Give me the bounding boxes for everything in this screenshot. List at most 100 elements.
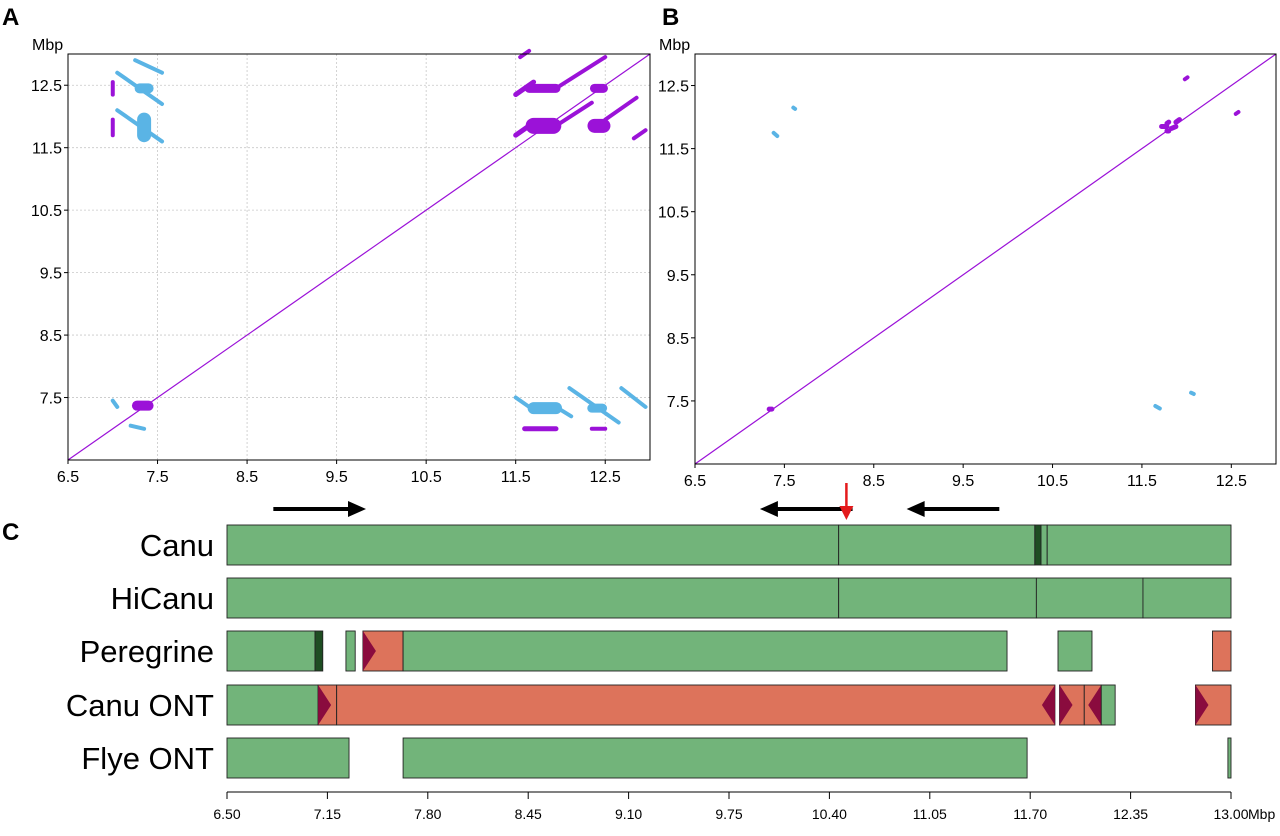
dotplot-a-ytick-label-1: 8.5 [40, 328, 62, 345]
tracks-xtick-label-4: 9.10 [615, 806, 642, 822]
dotplot-a-reverse-segment-17 [133, 58, 165, 75]
dotplot-b-ytick-label-1: 8.5 [667, 331, 689, 348]
dotplot-a-xticks: 6.5 7.5 8.5 9.5 10.5 11.5 12.5 [57, 460, 621, 486]
track-2-segment-5 [1057, 630, 1093, 672]
dotplot-b-reverse-segment-9 [771, 130, 780, 138]
track-2-segment-6 [1212, 630, 1232, 672]
track-3-segment-5 [1100, 684, 1116, 726]
dotplot-b-forward-segment-6 [1173, 117, 1182, 125]
tracks-xtick-label-5: 9.75 [715, 806, 742, 822]
tracks-xtick-label-0: 6.50 [213, 806, 240, 822]
track-1-segment-1 [838, 577, 1037, 619]
tracks-xtick-label-6: 10.40 [812, 806, 847, 822]
dotplot-a-reverse-segment-28 [110, 398, 120, 409]
assembly-tracks: Canu HiCanu Peregrine Canu ONT Flye ONT 6.50… [66, 483, 1275, 822]
track-2-segment-0 [226, 630, 316, 672]
track-0-segment-3 [1040, 524, 1048, 566]
dotplot-a-xtick-label-5: 11.5 [501, 469, 531, 486]
dotplot-a-reverse-segment-24 [553, 404, 574, 419]
track-label-canu-ont: Canu ONT [66, 688, 214, 723]
track-2-segment-3-orientation-mark [362, 631, 376, 671]
dotplot-b-ytick-label-2: 9.5 [667, 268, 689, 285]
dotplot-b-frame [694, 53, 1277, 465]
tracks-x-unit: Mbp [1248, 806, 1275, 822]
dotplot-a-forward-segment-8 [513, 123, 532, 138]
dotplot-b-forward-segment-7 [1182, 75, 1190, 82]
dotplot-b-xticks: 6.5 7.5 8.5 9.5 10.5 11.5 12.5 [684, 464, 1247, 490]
dotplot-a-ytick-label-0: 7.5 [40, 391, 62, 408]
dotplot-a-xtick-label-6: 12.5 [590, 469, 621, 486]
direction-arrow-head-1 [759, 501, 778, 517]
dotplot-b-xtick-label-4: 10.5 [1037, 473, 1068, 490]
dotplot-a-ytick-label-4: 11.5 [32, 141, 62, 158]
dotplot-a-ylabel: Mbp [32, 37, 63, 54]
dotplot-b-xtick-label-3: 9.5 [952, 473, 974, 490]
dotplot-b-forward-segment-5 [1168, 124, 1179, 131]
dotplot-a-xtick-label-4: 10.5 [411, 469, 442, 486]
track-4-segment-2 [1227, 737, 1232, 779]
track-label-flye-ont: Flye ONT [81, 741, 214, 776]
dotplot-a-yticks: 7.5 8.5 9.5 10.5 11.5 12.5 [31, 78, 68, 408]
dotplot-a-frame [67, 53, 651, 461]
dotplot-a-forward-segment-0 [67, 53, 651, 461]
tracks-xtick-label-3: 8.45 [515, 806, 542, 822]
dotplot-b-xtick-label-5: 11.5 [1127, 473, 1157, 490]
track-0-segment-0 [226, 524, 840, 566]
dotplot-b-xtick-label-6: 12.5 [1216, 473, 1247, 490]
dotplot-a-forward-segment-6 [513, 79, 537, 98]
dotplot-a-ytick-label-2: 9.5 [40, 266, 62, 283]
track-3-segment-0 [226, 684, 319, 726]
red-arrow-head [839, 506, 854, 520]
dotplot-b-yticks: 7.5 8.5 9.5 10.5 11.5 12.5 [658, 79, 695, 411]
track-4-segment-1 [402, 737, 1028, 779]
dotplot-b: 6.5 7.5 8.5 9.5 10.5 11.5 12.5 7.5 8.5 9.5 10.5 11… [658, 37, 1277, 490]
dotplot-a-reverse-segment-27 [619, 386, 648, 409]
track-3-segment-6-orientation-mark [1195, 685, 1209, 725]
track-2-segment-2 [345, 630, 356, 672]
track-label-canu: Canu [140, 528, 214, 563]
track-2-segment-1 [314, 630, 324, 672]
panel-label-a: A [2, 4, 19, 31]
track-rows: Canu HiCanu Peregrine Canu ONT Flye ONT [66, 524, 1232, 779]
dotplot-b-marks [694, 53, 1277, 465]
tracks-xtick-label-8: 11.70 [1013, 806, 1047, 822]
dotplot-b-ytick-label-0: 7.5 [667, 394, 689, 411]
track-1-segment-3 [1142, 577, 1232, 619]
dotplot-b-forward-segment-0 [694, 53, 1277, 465]
dotplot-b-xtick-label-1: 7.5 [773, 473, 795, 490]
tracks-xtick-label-10: 13.00 [1213, 806, 1248, 822]
dotplot-b-reverse-segment-12 [1189, 390, 1196, 396]
dotplot-a-forward-segment-11 [631, 128, 648, 141]
tracks-xtick-label-9: 12.35 [1113, 806, 1148, 822]
dotplot-a-xtick-label-3: 9.5 [325, 469, 347, 486]
dotplot-a: 6.5 7.5 8.5 9.5 10.5 11.5 12.5 7.5 8.5 9.5 10.5 11… [31, 37, 651, 486]
dotplot-a-reverse-segment-29 [128, 423, 147, 431]
track-3-segment-2-orientation-mark [1041, 685, 1055, 725]
tracks-xtick-label-7: 11.05 [913, 806, 947, 822]
direction-arrow-head-0 [348, 501, 367, 517]
panel-label-c: C [2, 519, 19, 546]
dotplot-a-xtick-label-2: 8.5 [236, 469, 258, 486]
dotplot-a-forward-segment-7 [553, 55, 608, 91]
direction-arrows [273, 483, 1000, 520]
dotplot-b-ytick-label-4: 11.5 [659, 142, 689, 159]
dotplot-b-ytick-label-5: 12.5 [658, 79, 689, 96]
dotplot-a-ytick-label-5: 12.5 [31, 78, 62, 95]
dotplot-a-forward-segment-9 [553, 100, 594, 128]
dotplot-b-forward-segment-8 [1233, 110, 1241, 116]
dotplot-b-reverse-segment-10 [791, 105, 798, 111]
track-3-segment-2 [336, 684, 1056, 726]
dotplot-b-xtick-label-2: 8.5 [863, 473, 885, 490]
tracks-xtick-label-1: 7.15 [314, 806, 341, 822]
tracks-xtick-label-2: 7.80 [414, 806, 441, 822]
track-2-segment-4 [402, 630, 1008, 672]
track-3-segment-1-orientation-mark [318, 685, 332, 725]
track-0-segment-4 [1046, 524, 1232, 566]
track-4-segment-0 [226, 737, 350, 779]
track-label-peregrine: Peregrine [80, 634, 214, 669]
dotplot-b-reverse-segment-11 [1153, 403, 1162, 411]
tracks-x-axis: 6.50 7.15 7.80 8.45 9.10 9.75 10.40 11.05 11.70 1… [213, 791, 1249, 822]
dotplot-a-xtick-label-1: 7.5 [146, 469, 168, 486]
track-1-segment-0 [226, 577, 840, 619]
track-1-segment-2 [1035, 577, 1144, 619]
